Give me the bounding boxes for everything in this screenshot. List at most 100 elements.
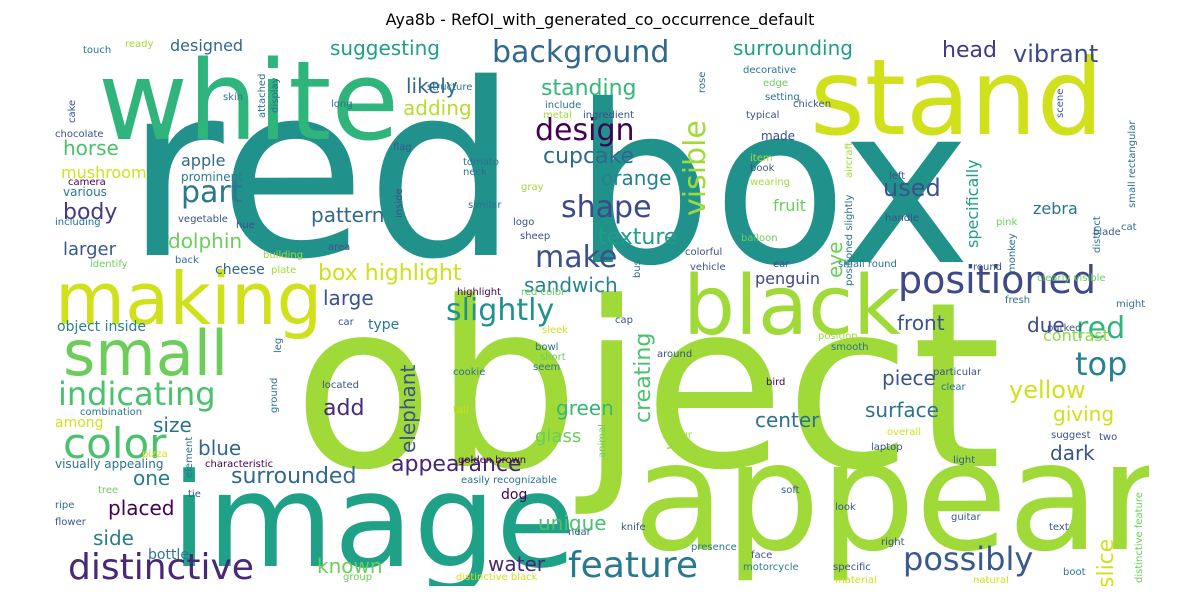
word: aircraft bbox=[844, 142, 855, 178]
word: ripe bbox=[55, 500, 75, 511]
word: cookie bbox=[453, 367, 486, 378]
word: white bbox=[98, 38, 400, 165]
word: add bbox=[323, 396, 365, 421]
word: top bbox=[1075, 345, 1128, 383]
word: presence bbox=[691, 542, 737, 553]
word: combination bbox=[80, 407, 143, 418]
word: colorful bbox=[685, 247, 723, 258]
word: possibly bbox=[903, 540, 1034, 578]
word: touch bbox=[83, 45, 112, 56]
word: dark bbox=[1050, 441, 1095, 465]
word: knife bbox=[621, 522, 646, 533]
word: one bbox=[133, 466, 171, 490]
word: similar bbox=[468, 200, 502, 211]
word: box bbox=[573, 58, 971, 314]
word: mushroom bbox=[61, 163, 147, 182]
word: characteristic bbox=[205, 459, 274, 470]
word: horse bbox=[63, 136, 119, 160]
word: red bbox=[125, 38, 519, 312]
word: around bbox=[657, 349, 693, 360]
word: setting bbox=[765, 92, 800, 103]
word: typical bbox=[746, 110, 780, 121]
word: inside bbox=[394, 188, 405, 218]
word: parked bbox=[1047, 323, 1082, 334]
word: near bbox=[568, 527, 591, 538]
word: pink bbox=[996, 217, 1018, 228]
word: red bbox=[1076, 311, 1126, 346]
word: ground bbox=[269, 377, 280, 413]
word: group bbox=[343, 572, 373, 583]
word: design bbox=[535, 113, 635, 148]
word: suggesting bbox=[330, 38, 440, 60]
word: making bbox=[55, 257, 323, 341]
word: fresh bbox=[1005, 295, 1031, 306]
word: ready bbox=[125, 39, 154, 50]
word: ingredient bbox=[583, 110, 635, 121]
word: flower bbox=[55, 517, 86, 528]
word: edge bbox=[763, 78, 788, 89]
word: glass bbox=[535, 426, 582, 447]
word: positioned slightly bbox=[844, 194, 855, 286]
word: golden brown bbox=[458, 455, 527, 466]
word: visible bbox=[678, 120, 713, 216]
word: bird bbox=[766, 377, 786, 388]
word: metal bbox=[543, 110, 572, 121]
word: long bbox=[331, 99, 353, 110]
word: balloon bbox=[741, 233, 778, 244]
word: contrast bbox=[1043, 326, 1109, 345]
word: blade bbox=[1093, 227, 1121, 238]
word: object bbox=[293, 254, 1002, 521]
word: cake bbox=[67, 99, 78, 123]
word: make bbox=[535, 240, 618, 275]
word: cheese bbox=[215, 262, 265, 278]
word: book bbox=[750, 163, 775, 174]
word: designed bbox=[170, 38, 244, 55]
word: large bbox=[323, 286, 374, 310]
word: tie bbox=[188, 489, 201, 500]
word: vegetable bbox=[178, 214, 228, 225]
word: small round bbox=[838, 259, 897, 270]
word: two bbox=[1099, 432, 1118, 443]
word: center bbox=[755, 408, 820, 432]
chart-title: Aya8b - RefOI_with_generated_co_occurren… bbox=[385, 10, 815, 29]
word: tomato bbox=[463, 157, 499, 168]
word: distinctive black bbox=[456, 572, 538, 583]
word: short bbox=[540, 352, 566, 363]
word: right bbox=[881, 537, 905, 548]
word: hue bbox=[236, 220, 255, 231]
word: standing bbox=[541, 76, 637, 101]
word: bus bbox=[632, 260, 643, 278]
word: pizza bbox=[142, 449, 168, 460]
word: head bbox=[942, 38, 997, 63]
word: tree bbox=[98, 485, 119, 496]
word: ear bbox=[773, 259, 790, 270]
word: surface bbox=[865, 398, 939, 422]
word: back bbox=[175, 255, 199, 266]
word: including bbox=[55, 217, 101, 228]
word: smooth bbox=[831, 342, 869, 353]
word: type bbox=[368, 317, 400, 333]
word: cap bbox=[615, 315, 633, 326]
word: chicken bbox=[793, 99, 832, 110]
word: face bbox=[751, 550, 773, 561]
word: appearance bbox=[391, 452, 522, 477]
word: dolphin bbox=[168, 229, 243, 253]
word: building bbox=[263, 250, 304, 261]
word: logo bbox=[513, 217, 535, 228]
word: sandwich bbox=[524, 273, 618, 297]
word: feature bbox=[568, 545, 698, 586]
word: rose bbox=[697, 71, 708, 93]
word: wearing bbox=[750, 177, 791, 188]
word: surrounded bbox=[231, 464, 357, 489]
word: item bbox=[750, 153, 773, 164]
word: pattern bbox=[311, 203, 385, 227]
word: sleek bbox=[542, 325, 569, 336]
word: small bbox=[63, 317, 229, 390]
word: distinct bbox=[1092, 216, 1103, 253]
word: car bbox=[338, 317, 354, 328]
word: background bbox=[492, 38, 670, 70]
word: decorative bbox=[743, 65, 797, 76]
word: guitar bbox=[951, 512, 981, 523]
word: soft bbox=[781, 485, 800, 496]
word: small rectangular bbox=[1127, 120, 1138, 208]
